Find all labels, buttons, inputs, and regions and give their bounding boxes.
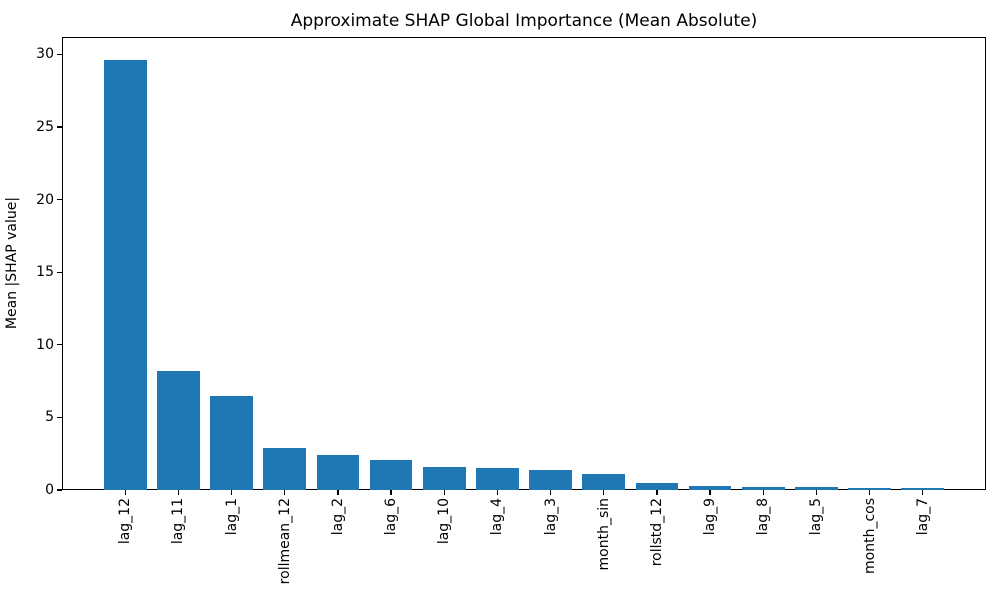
x-tick-label-lag_11: lag_11: [170, 498, 187, 545]
y-tick-mark: [57, 126, 62, 128]
chart-title: Approximate SHAP Global Importance (Mean…: [290, 11, 758, 31]
bar-lag_3: [529, 469, 572, 490]
x-tick-label-month_cos: month_cos: [861, 498, 878, 574]
y-tick-mark: [57, 271, 62, 273]
x-tick-mark: [443, 490, 445, 495]
bar-lag_2: [316, 455, 360, 490]
x-tick-label-lag_3: lag_3: [542, 498, 559, 536]
y-tick-label: 0: [45, 482, 54, 498]
y-tick-label: 20: [36, 191, 54, 208]
y-tick-mark: [57, 198, 62, 201]
bar-rollmean_12: [263, 447, 307, 490]
bar-lag_11: [157, 370, 200, 490]
x-tick-mark: [709, 490, 711, 495]
bar-lag_8: [741, 486, 785, 490]
y-tick-mark: [57, 416, 62, 419]
x-tick-label-lag_4: lag_4: [489, 498, 506, 536]
x-tick-label-lag_10: lag_10: [436, 498, 453, 545]
x-tick-mark: [656, 490, 658, 495]
bar-month_cos: [848, 487, 891, 490]
x-tick-mark: [496, 490, 499, 495]
x-tick-label-lag_6: lag_6: [383, 498, 400, 536]
x-tick-mark: [762, 490, 764, 495]
bar-lag_6: [369, 459, 413, 490]
x-tick-label-lag_2: lag_2: [329, 498, 346, 536]
y-tick-label: 5: [45, 409, 54, 426]
bar-lag_1: [210, 395, 253, 490]
x-tick-mark: [549, 490, 552, 495]
x-tick-mark: [603, 490, 605, 495]
bar-lag_9: [688, 486, 732, 490]
x-tick-mark: [390, 490, 392, 495]
x-tick-mark: [815, 490, 818, 495]
bar-lag_5: [795, 486, 838, 490]
x-tick-label-rollstd_12: rollstd_12: [648, 498, 665, 567]
x-tick-label-rollmean_12: rollmean_12: [276, 498, 293, 585]
y-tick-label: 10: [36, 336, 54, 353]
x-tick-mark: [337, 490, 339, 495]
y-tick-label: 15: [36, 264, 54, 281]
x-tick-label-lag_1: lag_1: [223, 498, 240, 536]
x-tick-mark: [177, 490, 180, 495]
x-tick-mark: [922, 490, 924, 495]
bar-lag_10: [422, 466, 466, 490]
x-tick-label-lag_5: lag_5: [808, 498, 825, 536]
y-tick-label: 30: [36, 46, 54, 63]
x-tick-label-lag_12: lag_12: [117, 498, 134, 545]
x-tick-mark: [868, 490, 871, 495]
x-tick-label-lag_9: lag_9: [702, 498, 719, 536]
x-tick-mark: [284, 490, 286, 495]
plot-area: [62, 37, 986, 490]
x-tick-label-month_sin: month_sin: [595, 498, 612, 571]
y-tick-label: 25: [36, 119, 54, 136]
bar-lag_7: [901, 487, 944, 490]
bar-rollstd_12: [635, 482, 679, 490]
x-tick-mark: [230, 490, 233, 495]
x-tick-label-lag_8: lag_8: [755, 498, 772, 536]
bar-month_sin: [582, 474, 625, 490]
x-tick-mark: [124, 490, 126, 495]
y-tick-mark: [57, 53, 62, 56]
y-tick-mark: [57, 344, 62, 346]
bar-lag_4: [476, 468, 519, 490]
bar-lag_12: [104, 60, 147, 490]
y-tick-mark: [57, 489, 62, 491]
x-tick-label-lag_7: lag_7: [914, 498, 931, 536]
